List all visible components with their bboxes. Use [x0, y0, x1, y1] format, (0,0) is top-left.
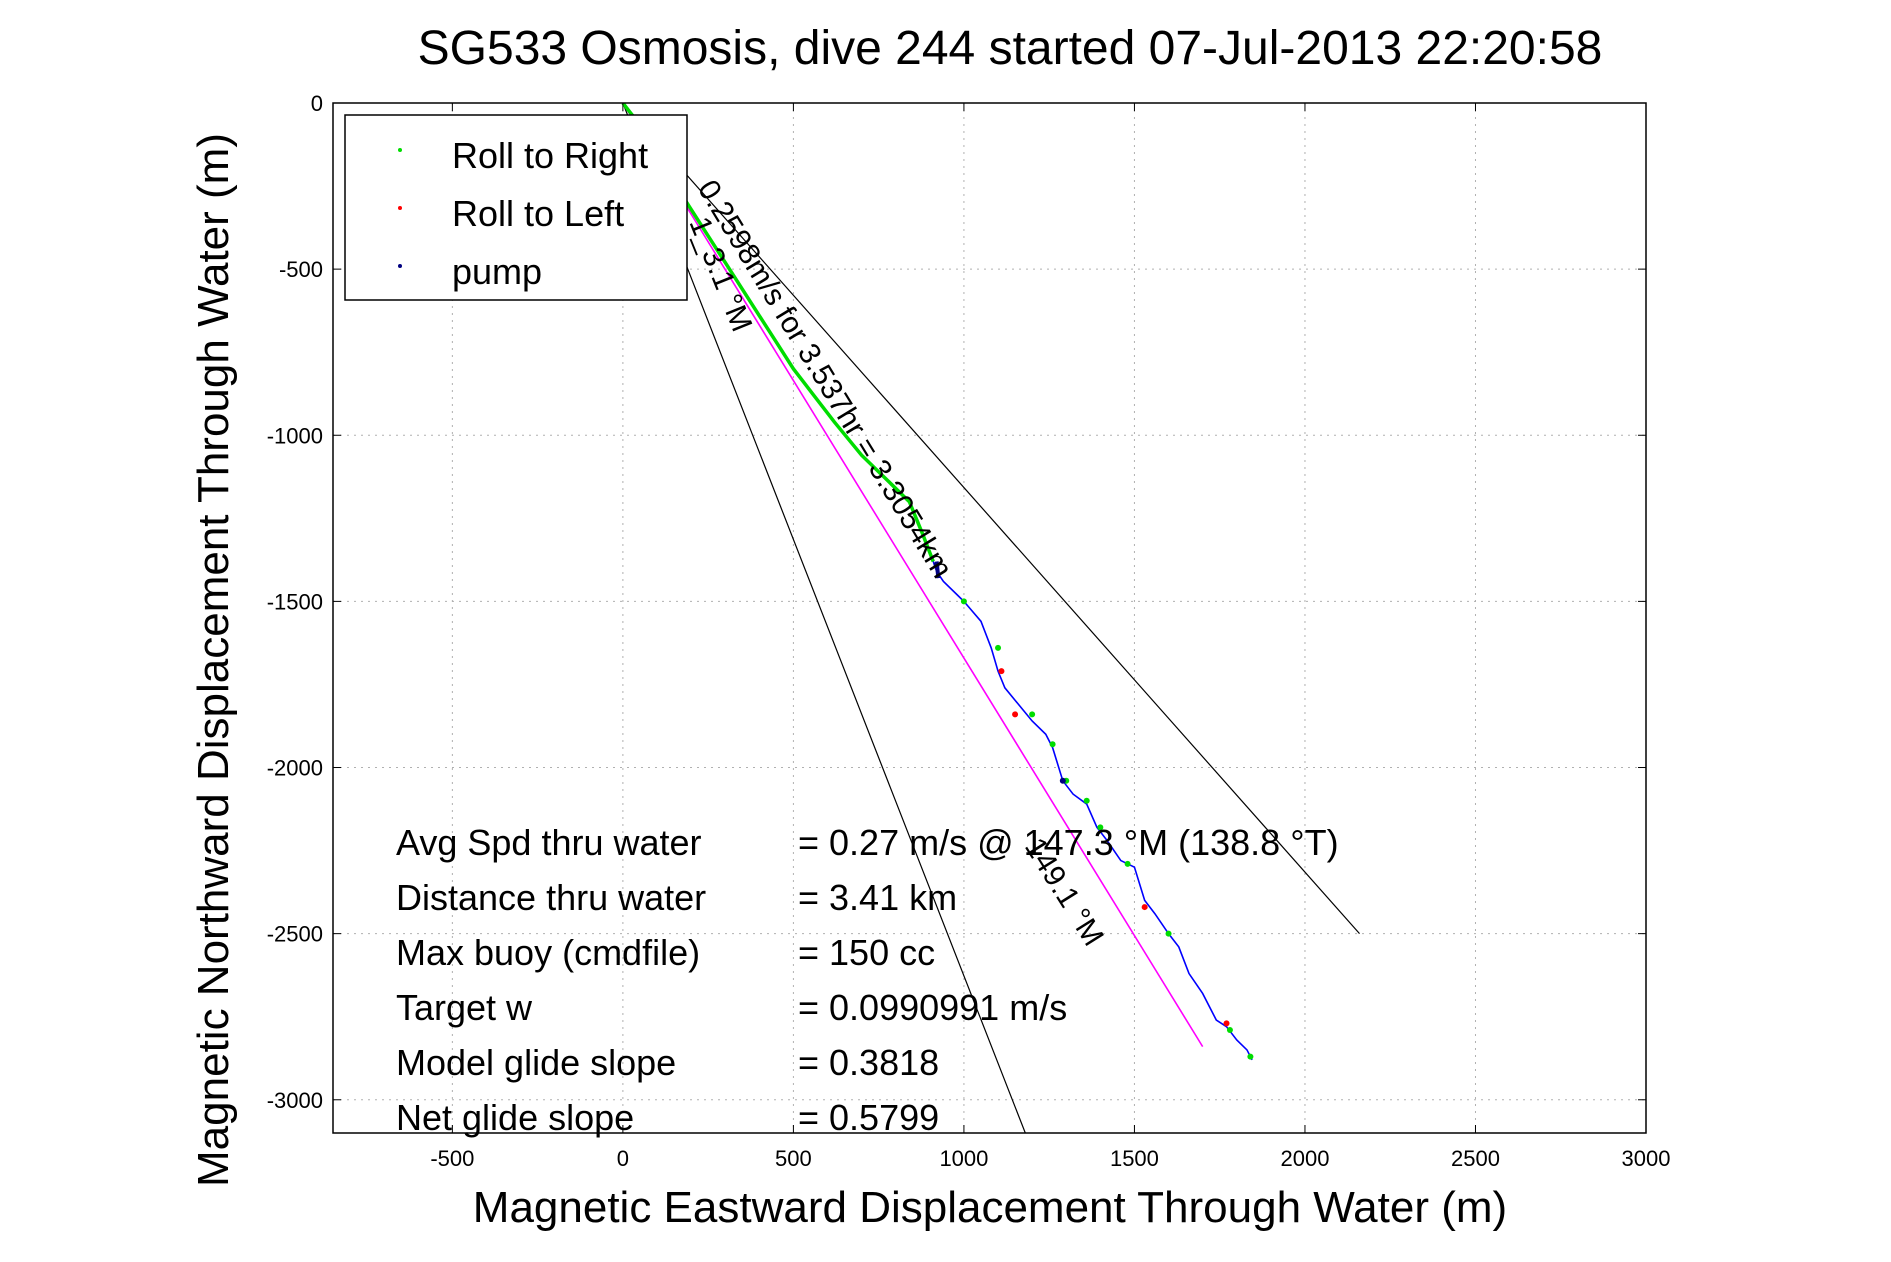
y-tick-label: -500 [279, 257, 323, 282]
stat-label: Distance thru water [396, 877, 706, 918]
plot-frame [332, 102, 1647, 1134]
heading-line-2 [622, 103, 1026, 1133]
roll-right-point [1226, 1027, 1233, 1033]
stat-value: = 0.5799 [798, 1097, 939, 1138]
x-tick-label: 500 [775, 1146, 812, 1171]
legend-marker-roll-left [398, 206, 402, 210]
roll-left-point [1012, 711, 1019, 718]
legend-label-roll-right: Roll to Right [452, 135, 648, 176]
roll-left-point [1141, 904, 1148, 911]
roll-right-point [1124, 860, 1131, 867]
x-axis-label: Magnetic Eastward Displacement Through W… [473, 1183, 1507, 1232]
y-tick-label: -1000 [267, 423, 323, 448]
y-tick-label: -1500 [267, 589, 323, 614]
stat-label: Net glide slope [396, 1097, 634, 1138]
stat-value: = 0.27 m/s @ 147.3 °M (138.8 °T) [798, 822, 1339, 863]
legend-marker-pump [398, 264, 402, 268]
stat-label: Max buoy (cmdfile) [396, 932, 700, 973]
stat-label: Target w [396, 987, 533, 1028]
y-tick-label: -2000 [267, 756, 323, 781]
roll-right-point [1097, 824, 1104, 831]
stat-value: = 0.3818 [798, 1042, 939, 1083]
roll-right-point [995, 644, 1002, 651]
legend-box [344, 114, 688, 301]
chart-title: SG533 Osmosis, dive 244 started 07-Jul-2… [418, 22, 1603, 75]
y-tick-label: 0 [311, 91, 323, 116]
legend: Roll to Right Roll to Left pump [344, 114, 688, 301]
heading-line-1 [622, 103, 1360, 935]
x-tick-label: 1500 [1110, 1146, 1159, 1171]
x-tick-label: 2500 [1451, 1146, 1500, 1171]
stat-value: = 3.41 km [798, 877, 957, 918]
stat-value: = 0.0990991 m/s [798, 987, 1067, 1028]
y-tick-label: -2500 [267, 922, 323, 947]
roll-left-point [998, 668, 1005, 675]
ticks: -500 0 500 1000 1500 2000 2500 3000 0 -500 -1000 -1… [267, 91, 1671, 1171]
x-tick-label: 2000 [1280, 1146, 1329, 1171]
pump-point [933, 561, 940, 568]
roll-right-point [1165, 930, 1172, 937]
y-axis-label: Magnetic Northward Displacement Through … [189, 133, 238, 1187]
legend-marker-roll-right [398, 148, 402, 152]
roll-right-point [1029, 711, 1036, 718]
roll-right-point [960, 598, 967, 605]
roll-right-point [1247, 1053, 1254, 1060]
stats-block: Avg Spd thru water = 0.27 m/s @ 147.3 °M … [396, 822, 1339, 1138]
legend-label-roll-left: Roll to Left [452, 193, 624, 234]
series-glide-model [622, 103, 1204, 1048]
x-tick-label: 1000 [939, 1146, 988, 1171]
x-tick-label: 3000 [1622, 1146, 1671, 1171]
y-tick-label: -3000 [267, 1088, 323, 1113]
legend-label-pump: pump [452, 251, 542, 292]
stat-value: = 150 cc [798, 932, 935, 973]
x-tick-label: 0 [617, 1146, 629, 1171]
roll-left-point [1223, 1020, 1230, 1027]
x-tick-label: -500 [430, 1146, 474, 1171]
stat-label: Model glide slope [396, 1042, 676, 1083]
pump-point [1059, 777, 1066, 784]
roll-right-point [1083, 797, 1090, 804]
roll-right-point [1049, 741, 1056, 748]
stat-label: Avg Spd thru water [396, 822, 702, 863]
